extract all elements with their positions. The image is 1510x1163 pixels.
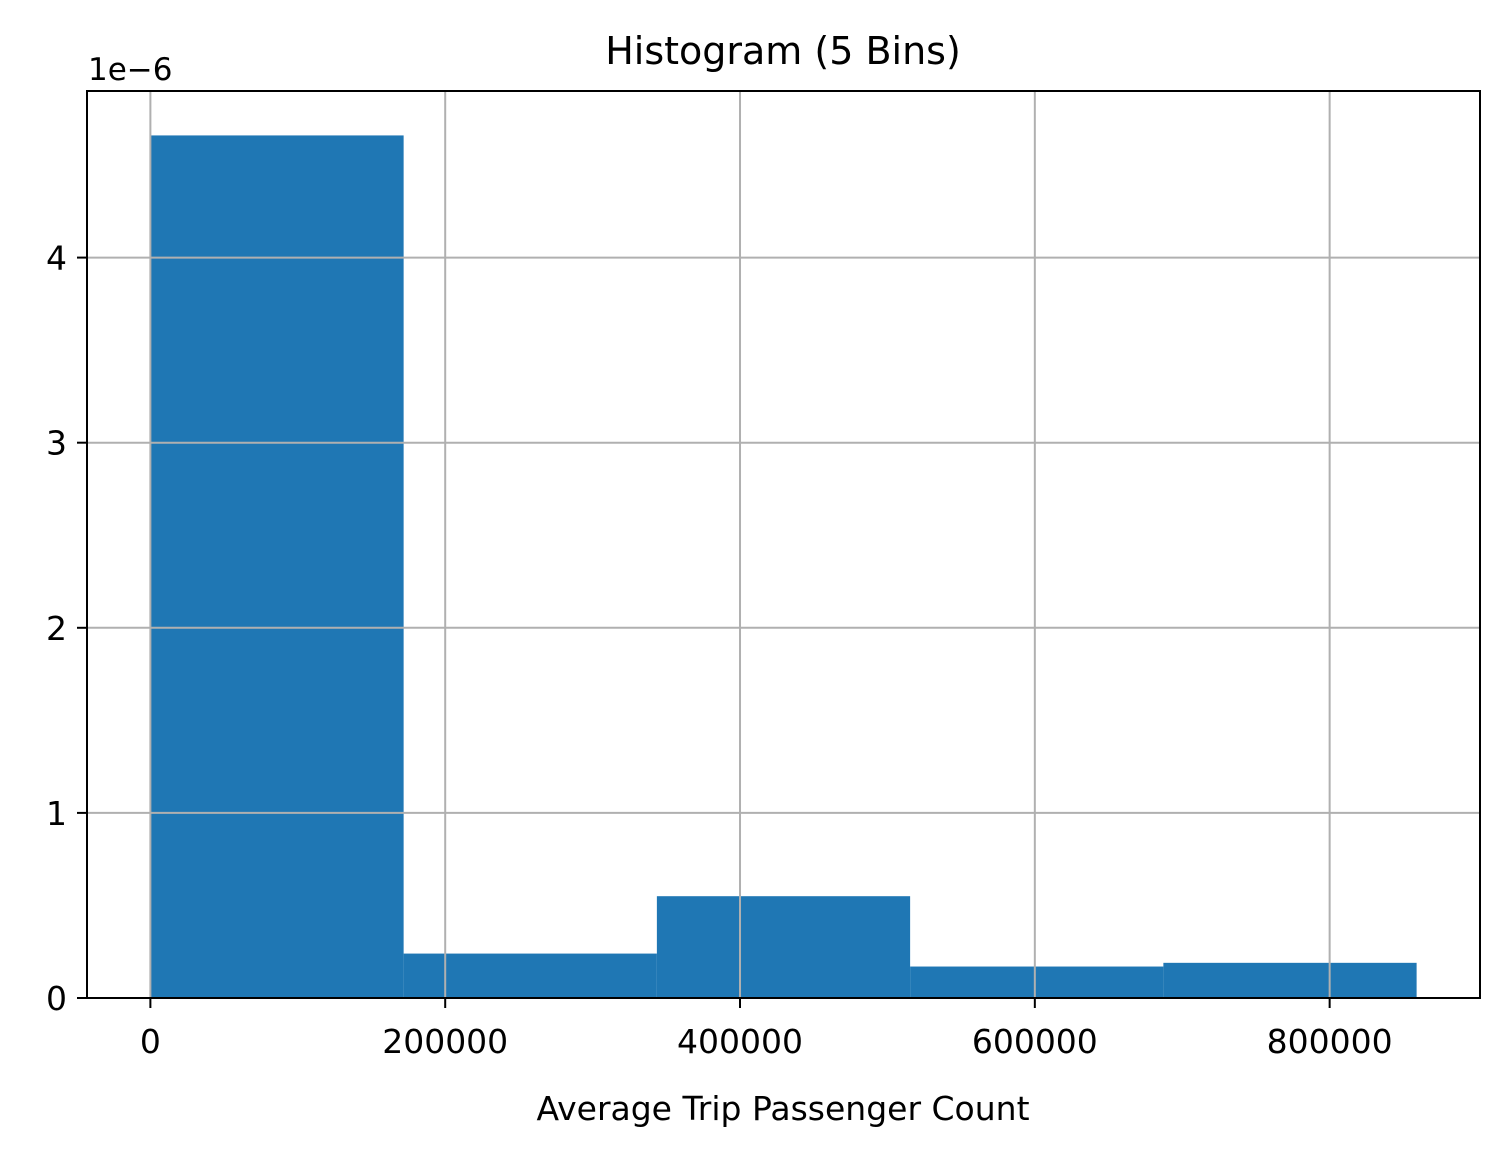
histogram-bar-2 xyxy=(403,953,657,998)
histogram-bars xyxy=(150,135,1417,998)
y-offset-label: 1e−6 xyxy=(88,52,173,88)
y-tick-label: 2 xyxy=(46,609,67,648)
axis-ticks: 0 200000 400000 600000 800000 0 1 2 3 4 xyxy=(46,239,1393,1061)
x-tick-label: 0 xyxy=(140,1022,161,1061)
y-tick-label: 0 xyxy=(46,979,67,1018)
x-tick-label: 400000 xyxy=(677,1022,803,1061)
y-tick-label: 4 xyxy=(46,239,67,278)
x-axis-label: Average Trip Passenger Count xyxy=(536,1089,1029,1128)
histogram-bar-1 xyxy=(150,135,404,998)
histogram-bar-5 xyxy=(1163,962,1417,998)
x-tick-label: 800000 xyxy=(1267,1022,1393,1061)
histogram-bar-3 xyxy=(656,896,911,998)
chart-title: Histogram (5 Bins) xyxy=(605,29,961,73)
plot-frame xyxy=(86,90,1481,999)
y-tick-label: 3 xyxy=(46,424,67,463)
y-tick-label: 1 xyxy=(46,794,67,833)
x-tick-label: 600000 xyxy=(972,1022,1098,1061)
histogram-bar-4 xyxy=(910,966,1164,998)
x-tick-label: 200000 xyxy=(382,1022,508,1061)
